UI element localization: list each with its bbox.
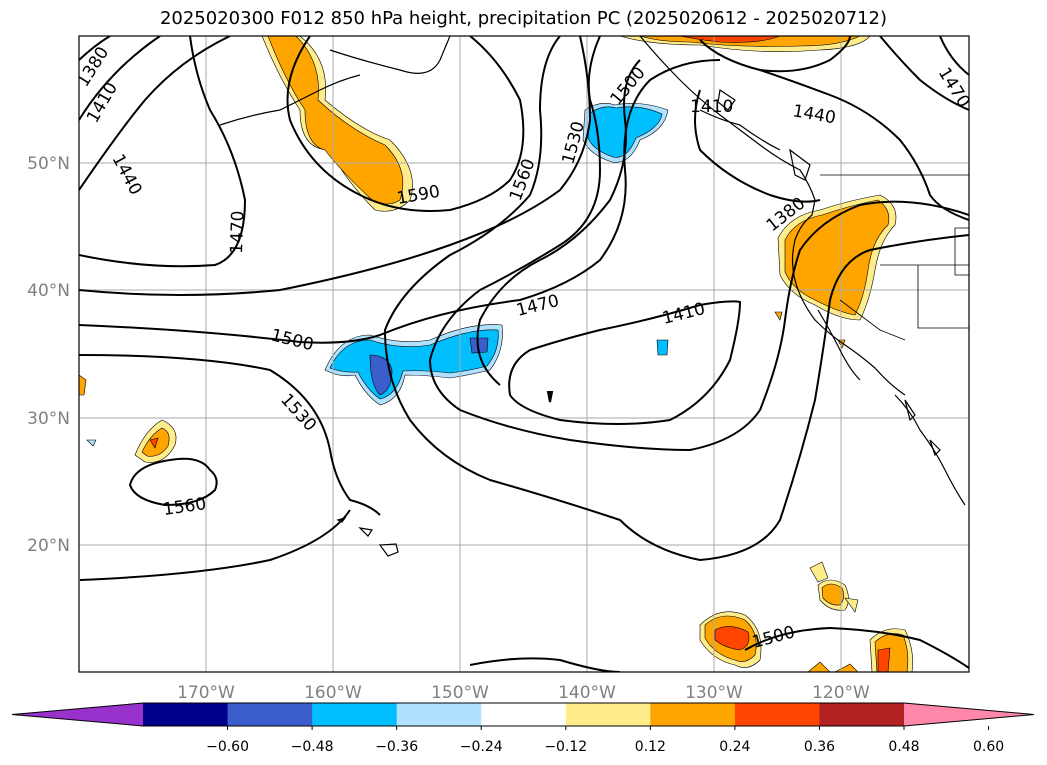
colorbar-label: −0.12	[544, 739, 587, 755]
colorbar-swatch	[312, 703, 398, 726]
colorbar-swatch	[819, 703, 905, 726]
colorbar-swatch	[143, 703, 229, 726]
borders	[820, 174, 969, 341]
precip-shading	[79, 36, 913, 672]
colorbar-swatch	[396, 703, 482, 726]
colorbar-label: −0.24	[460, 739, 503, 755]
lon-tick-120w: 120°W	[812, 683, 870, 703]
colorbar-extend-max	[904, 703, 1034, 726]
colorbar-outline	[11, 702, 1035, 727]
lon-tick-130w: 130°W	[685, 683, 743, 703]
latitude-ticks: 50°N 40°N 30°N 20°N	[27, 154, 70, 556]
lat-tick-40n: 40°N	[27, 281, 70, 301]
map-title: 2025020300 F012 850 hPa height, precipit…	[159, 8, 888, 29]
contour-label-1470a: 1470	[227, 210, 248, 254]
longitude-ticks: 170°W 160°W 150°W 140°W 130°W 120°W	[177, 683, 870, 703]
colorbar-label: −0.36	[375, 739, 418, 755]
lon-tick-170w: 170°W	[177, 683, 235, 703]
colorbar-label: 0.24	[719, 739, 750, 755]
colorbar-swatch	[565, 703, 651, 726]
colorbar: −0.60 −0.48 −0.36 −0.24 −0.12 0.12 0.24 0.36 0.4…	[11, 702, 1035, 755]
height-contours	[79, 36, 969, 672]
colorbar-label: 0.12	[635, 739, 666, 755]
colorbar-extend-min	[12, 703, 143, 726]
colorbar-label: −0.48	[291, 739, 334, 755]
colorbar-swatch	[650, 703, 736, 726]
lon-tick-140w: 140°W	[558, 683, 616, 703]
colorbar-label: 0.60	[973, 739, 1004, 755]
colorbar-swatch	[227, 703, 313, 726]
contour-label-1410b: 1410	[690, 97, 733, 117]
lat-tick-50n: 50°N	[27, 154, 70, 174]
colorbar-swatch	[734, 703, 820, 726]
lon-tick-150w: 150°W	[431, 683, 489, 703]
coastlines	[219, 36, 966, 557]
colorbar-label: 0.36	[804, 739, 835, 755]
map-frame	[78, 35, 970, 673]
map-area: 1380 1410 1440 1470 1500 1530 1560 1590 …	[79, 36, 969, 672]
gridlines	[79, 36, 969, 672]
colorbar-label: 0.48	[888, 739, 919, 755]
lat-tick-20n: 20°N	[27, 536, 70, 556]
lon-tick-160w: 160°W	[304, 683, 362, 703]
colorbar-label: −0.60	[206, 739, 249, 755]
colorbar-swatch	[481, 703, 567, 726]
lat-tick-30n: 30°N	[27, 409, 70, 429]
